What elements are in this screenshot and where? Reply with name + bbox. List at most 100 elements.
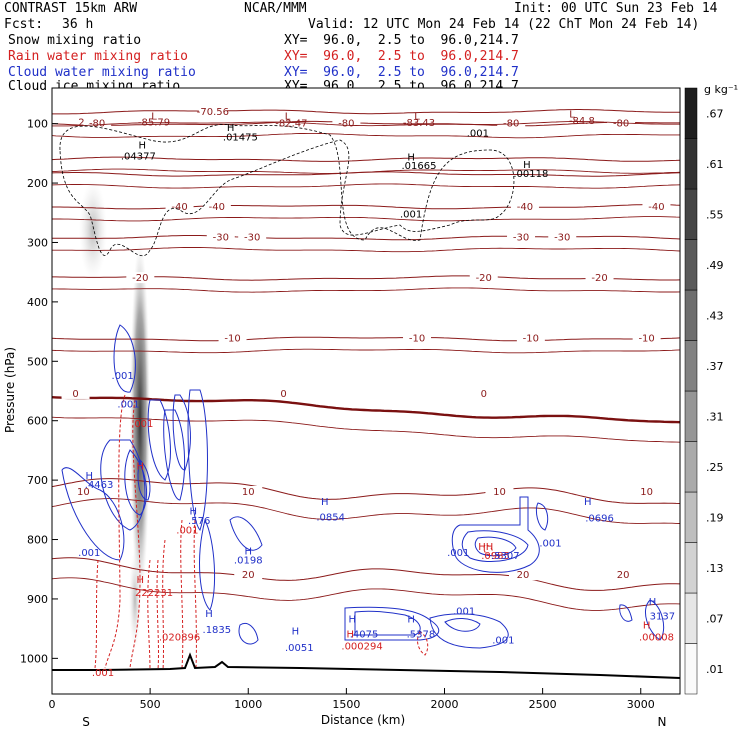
isotherm-label-bg (202, 200, 231, 212)
isotherm-label-bg (198, 105, 227, 117)
isotherm-label-bg (642, 200, 671, 212)
isotherm-line (52, 416, 680, 443)
x-tick-label: 2000 (431, 698, 459, 711)
extremum-marker: L (414, 111, 420, 122)
field-snow-xy: XY= 96.0, 2.5 to 96.0,214.7 (284, 33, 519, 48)
temperature-isotherms: -80 -80 -80 -80-70.56-40 -40 -40 -40-30 -30 -30-… (52, 105, 680, 611)
forecast-hour: 36 h (62, 17, 94, 32)
extremum-value: .4075 (350, 630, 379, 641)
extremum-value: .020896 (159, 633, 200, 644)
isotherm-label-bg (206, 231, 235, 243)
isotherm-label: -40 (171, 202, 187, 213)
extremum-marker: HH (478, 542, 493, 553)
plot-frame (51, 87, 681, 695)
isotherm-label-bg (403, 332, 432, 344)
extremum-value: .001 (112, 371, 134, 382)
isotherm-line (52, 121, 680, 127)
isotherm-label: 20 (242, 570, 255, 581)
snow-shading-lower (129, 550, 141, 650)
extremum-value: .001 (92, 668, 114, 679)
extremum-value: .001 (492, 636, 514, 647)
extremum-value: .0198 (234, 555, 263, 566)
extremum-value: 2 (78, 117, 84, 128)
extremum-value: .001 (117, 400, 139, 411)
field-rain-xy: XY= 96.0, 2.5 to 96.0,214.7 (284, 49, 519, 64)
rain-contours (94, 394, 493, 671)
isotherm-label-bg (609, 569, 638, 581)
valid-time: Valid: 12 UTC Mon 24 Feb 14 (22 ChT Mon … (308, 17, 700, 32)
colorbar-swatch (684, 87, 698, 139)
extremum-marker: H (137, 575, 145, 586)
isotherm-line (52, 478, 680, 504)
extremum-value: 222231 (135, 588, 173, 599)
colorbar-swatch (684, 542, 698, 594)
extremum-marker: H (190, 507, 198, 518)
isotherm-label-bg (238, 231, 267, 243)
isotherm-line (52, 120, 680, 127)
isotherm-label-bg (469, 272, 498, 284)
isotherm-label-bg (469, 387, 498, 399)
isotherm-label-bg (497, 117, 526, 129)
extremum-value: .576 (188, 516, 210, 527)
isotherm-label-bg (509, 569, 537, 581)
extremum-value: .4463 (85, 480, 114, 491)
extremum-marker: H (523, 160, 531, 171)
colorbar-swatch (684, 188, 698, 240)
colorbar-swatch (684, 239, 698, 291)
isotherm-label: -20 (591, 273, 607, 284)
org-label: NCAR/MMM (244, 1, 307, 16)
extremum-value: -82.47 (275, 119, 307, 130)
extremum-marker: H (292, 627, 300, 638)
field-cloudwater-label: Cloud water mixing ratio (8, 65, 196, 80)
colorbar-tick-label: .19 (706, 511, 724, 524)
y-tick-label: 200 (27, 177, 48, 190)
colorbar-tick-label: .67 (706, 107, 724, 120)
field-rain-label: Rain water mixing ratio (8, 49, 189, 64)
isotherm-label: 10 (640, 487, 653, 498)
colorbar-swatch (684, 441, 698, 493)
extremum-value: .0696 (585, 514, 614, 525)
isotherm-label: -20 (476, 273, 492, 284)
snow-shading-core (130, 240, 150, 600)
extremum-value: 3137 (650, 612, 675, 623)
x-tick-label: 0 (49, 698, 56, 711)
isotherm-line (52, 132, 680, 139)
colorbar-unit: g kg⁻¹ (704, 83, 738, 96)
axes: 0 500 1000 1500 2000 2500 30001002003004005006… (20, 118, 655, 711)
x-tick-label: 1000 (234, 698, 262, 711)
isotherm-line (52, 287, 680, 293)
isotherm-label-bg (69, 486, 98, 497)
isotherm-line (52, 183, 680, 189)
y-axis-label: Pressure (hPa) (3, 347, 17, 433)
extremum-value: .001 (131, 419, 153, 430)
isotherm-label-bg (632, 332, 661, 344)
isotherm-label: 10 (77, 487, 90, 498)
isotherm-line (52, 156, 680, 162)
isotherm-label-bg (585, 272, 614, 284)
colorbar-swatch (684, 643, 698, 695)
isotherm-label-bg (234, 569, 263, 581)
colorbar-tick-label: .13 (706, 562, 724, 575)
extremum-marker: H (643, 621, 651, 632)
extremum-value: .001 (453, 606, 475, 617)
extremum-marker: H (321, 497, 329, 508)
extremum-marker: H (139, 141, 147, 152)
isotherm-label: 10 (242, 487, 255, 498)
colorbar-tick-label: .25 (706, 461, 724, 474)
isotherm-label-bg (83, 117, 112, 129)
isotherm-label: 20 (517, 570, 530, 581)
snow-shading-weak (79, 180, 107, 280)
y-tick-label: 800 (27, 534, 48, 547)
colorbar-tick-label: .37 (706, 360, 724, 373)
model-title: CONTRAST 15km ARW (4, 1, 138, 16)
x-axis-label: Distance (km) (321, 713, 405, 727)
extremum-marker: H (137, 461, 145, 472)
isotherm-label-bg (548, 231, 577, 243)
colorbar-tick-label: .31 (706, 410, 724, 423)
colorbar-tick-label: .01 (706, 663, 724, 676)
extremum-marker: H (227, 123, 235, 134)
extremum-value: .01665 (401, 161, 436, 172)
extremum-marker: L (285, 111, 291, 122)
north-label: N (658, 715, 667, 729)
extremum-marker: H (205, 609, 213, 620)
